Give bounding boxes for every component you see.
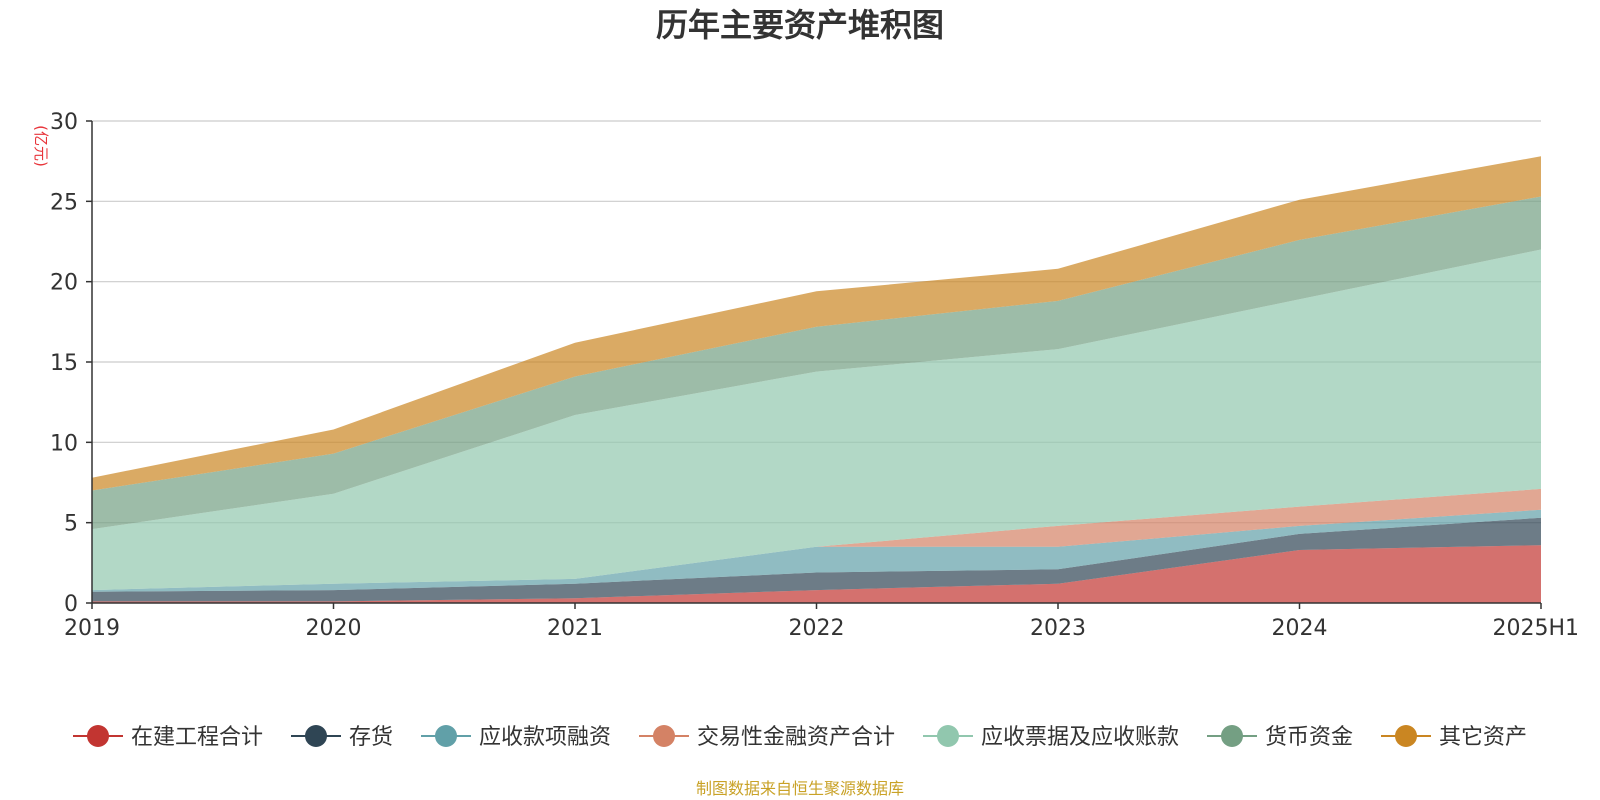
area-series-6 [92, 196, 1541, 530]
y-tick-label-30: 30 [50, 110, 78, 135]
area-series-1 [92, 545, 1541, 603]
y-tick-label-15: 15 [50, 351, 78, 376]
legend-label: 存货 [349, 725, 393, 750]
legend-item-4[interactable]: 交易性金融资产合计 [639, 725, 895, 750]
x-tick-label-2022: 2022 [789, 616, 845, 641]
area-series-2 [92, 517, 1541, 602]
legend-marker-icon [87, 725, 109, 747]
legend-marker-icon [1395, 725, 1417, 747]
area-series-group [92, 156, 1541, 603]
legend[interactable]: 在建工程合计 存货 应收款项融资 交易性金融资产合计 应收票据及应收账款 货币资金 其它资产 [73, 725, 1527, 750]
chart-title: 历年主要资产堆积图 [656, 6, 944, 44]
area-series-7 [92, 156, 1541, 491]
y-tick-label-5: 5 [64, 512, 78, 537]
legend-item-7[interactable]: 其它资产 [1381, 725, 1527, 750]
legend-marker-icon [653, 725, 675, 747]
area-series-3 [92, 509, 1541, 592]
x-tick-label-2023: 2023 [1030, 616, 1086, 641]
legend-marker-icon [1221, 725, 1243, 747]
legend-item-5[interactable]: 应收票据及应收账款 [923, 725, 1179, 750]
legend-label: 应收款项融资 [479, 725, 611, 750]
legend-label: 其它资产 [1439, 725, 1527, 750]
axes: 0 5 10 15 20 25 30 2019 2020 2021 2022 2023 2024 2025… [50, 110, 1579, 641]
x-tick-label-2024: 2024 [1272, 616, 1328, 641]
legend-label: 应收票据及应收账款 [981, 725, 1179, 750]
legend-label: 在建工程合计 [131, 725, 263, 750]
area-series-5 [92, 249, 1541, 591]
y-tick-label-0: 0 [64, 592, 78, 617]
y-axis-unit-label: (亿元) [32, 125, 50, 167]
source-note: 制图数据来自恒生聚源数据库 [696, 779, 904, 798]
y-tick-label-20: 20 [50, 271, 78, 296]
legend-label: 货币资金 [1265, 725, 1353, 750]
legend-item-1[interactable]: 在建工程合计 [73, 725, 263, 750]
y-tick-label-10: 10 [50, 431, 78, 456]
x-tick-label-2020: 2020 [306, 616, 362, 641]
legend-label: 交易性金融资产合计 [697, 725, 895, 750]
y-tick-label-25: 25 [50, 190, 78, 215]
legend-item-6[interactable]: 货币资金 [1207, 725, 1353, 750]
legend-marker-icon [435, 725, 457, 747]
legend-marker-icon [937, 725, 959, 747]
legend-marker-icon [305, 725, 327, 747]
x-tick-label-2021: 2021 [547, 616, 603, 641]
x-tick-label-2019: 2019 [64, 616, 120, 641]
legend-item-3[interactable]: 应收款项融资 [421, 725, 611, 750]
x-tick-label-2025H1: 2025H1 [1492, 616, 1579, 641]
legend-item-2[interactable]: 存货 [291, 725, 393, 750]
